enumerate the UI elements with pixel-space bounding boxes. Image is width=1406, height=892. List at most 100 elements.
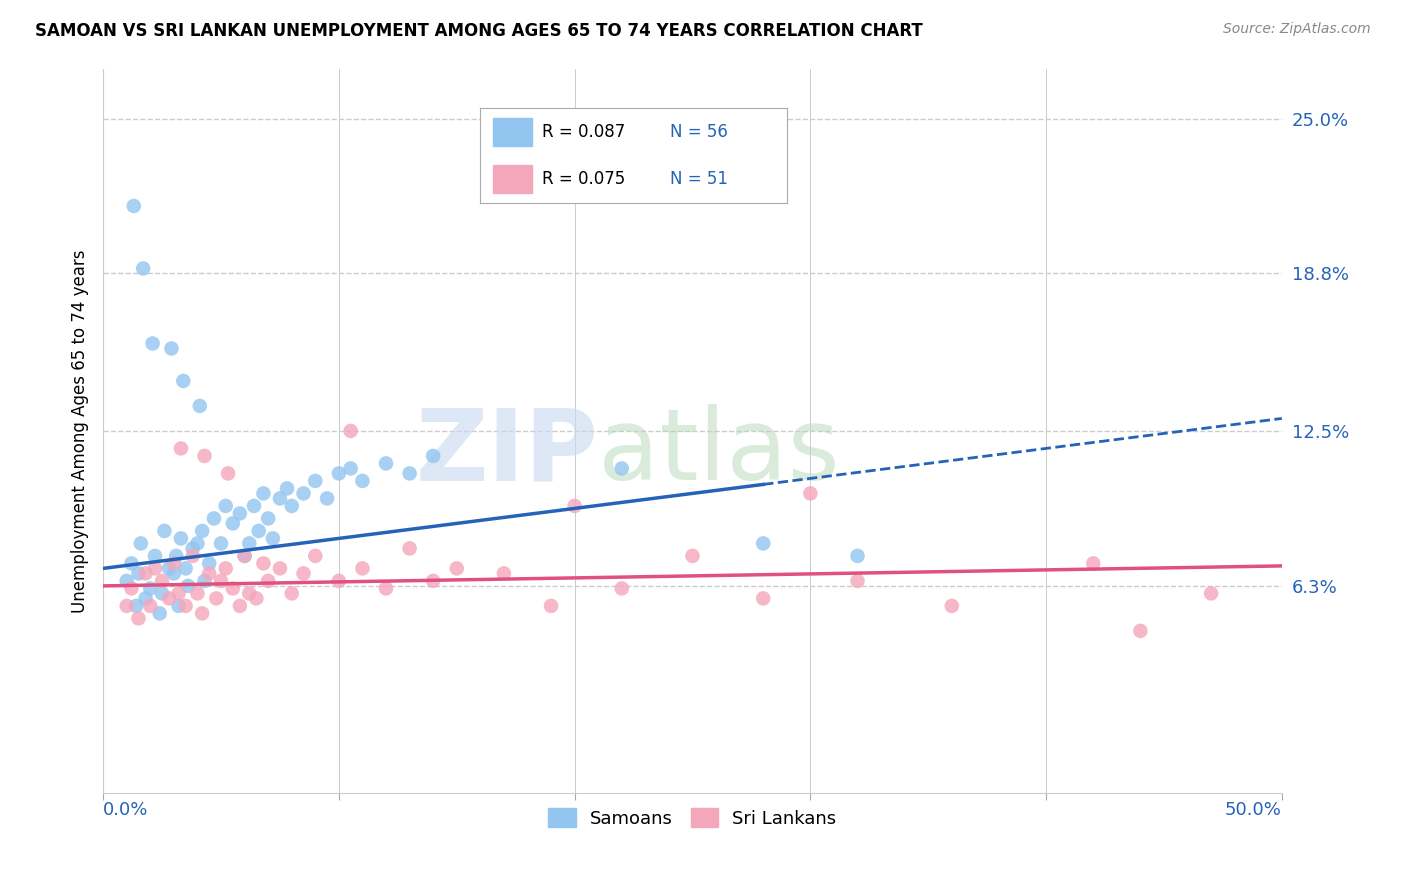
Point [304,474,326,488]
Point [160,342,183,356]
Point [247,524,270,538]
Point [233,549,256,563]
Text: ZIP: ZIP [415,404,598,501]
Point [163,557,186,571]
Point [170,442,193,456]
Point [238,536,260,550]
Point [328,467,350,481]
Text: atlas: atlas [598,404,839,501]
Point [398,541,420,556]
Point [172,374,194,388]
Text: 0.0%: 0.0% [103,801,149,819]
Point [610,582,633,596]
Point [1199,586,1222,600]
Point [191,607,214,621]
Point [252,557,274,571]
Point [222,516,245,531]
Point [129,536,152,550]
Point [115,599,138,613]
Point [610,461,633,475]
Point [752,591,775,606]
Point [167,586,190,600]
Point [492,566,515,581]
Point [446,561,468,575]
Point [269,561,291,575]
Point [193,449,215,463]
Point [125,599,148,613]
Point [188,399,211,413]
Point [205,591,228,606]
Point [186,586,208,600]
Point [262,532,284,546]
Point [257,574,280,588]
Point [177,579,200,593]
Point [422,449,444,463]
Point [135,566,157,581]
Point [120,557,142,571]
Point [229,599,252,613]
Point [115,574,138,588]
Point [165,549,187,563]
Point [139,599,162,613]
Point [233,549,256,563]
Point [150,586,173,600]
Y-axis label: Unemployment Among Ages 65 to 74 years: Unemployment Among Ages 65 to 74 years [72,249,89,613]
Point [398,467,420,481]
Point [132,261,155,276]
Point [422,574,444,588]
Point [167,599,190,613]
Point [222,582,245,596]
Point [202,511,225,525]
Point [375,582,398,596]
Point [752,536,775,550]
Point [304,549,326,563]
Point [339,461,361,475]
Point [682,549,704,563]
Point [157,591,180,606]
Point [139,582,162,596]
Point [252,486,274,500]
Point [215,561,238,575]
Point [375,457,398,471]
Point [198,566,221,581]
Point [122,199,145,213]
Text: SAMOAN VS SRI LANKAN UNEMPLOYMENT AMONG AGES 65 TO 74 YEARS CORRELATION CHART: SAMOAN VS SRI LANKAN UNEMPLOYMENT AMONG … [35,22,922,40]
Point [174,561,197,575]
Point [257,511,280,525]
Text: Source: ZipAtlas.com: Source: ZipAtlas.com [1223,22,1371,37]
Point [1083,557,1105,571]
Point [352,561,374,575]
Point [174,599,197,613]
Point [339,424,361,438]
Point [941,599,963,613]
Point [269,491,291,506]
Point [238,586,260,600]
Point [799,486,821,500]
Point [143,561,166,575]
Point [215,499,238,513]
Point [540,599,562,613]
Point [316,491,339,506]
Point [276,482,298,496]
Point [163,566,186,581]
Point [142,336,165,351]
Point [170,532,193,546]
Point [120,582,142,596]
Point [229,507,252,521]
Text: 50.0%: 50.0% [1225,801,1282,819]
Point [135,591,157,606]
Point [127,566,149,581]
Point [564,499,586,513]
Point [191,524,214,538]
Point [846,549,869,563]
Point [150,574,173,588]
Legend: Samoans, Sri Lankans: Samoans, Sri Lankans [541,801,844,835]
Point [181,541,204,556]
Point [186,536,208,550]
Point [209,574,232,588]
Point [198,557,221,571]
Point [143,549,166,563]
Point [181,549,204,563]
Point [153,524,176,538]
Point [292,566,315,581]
